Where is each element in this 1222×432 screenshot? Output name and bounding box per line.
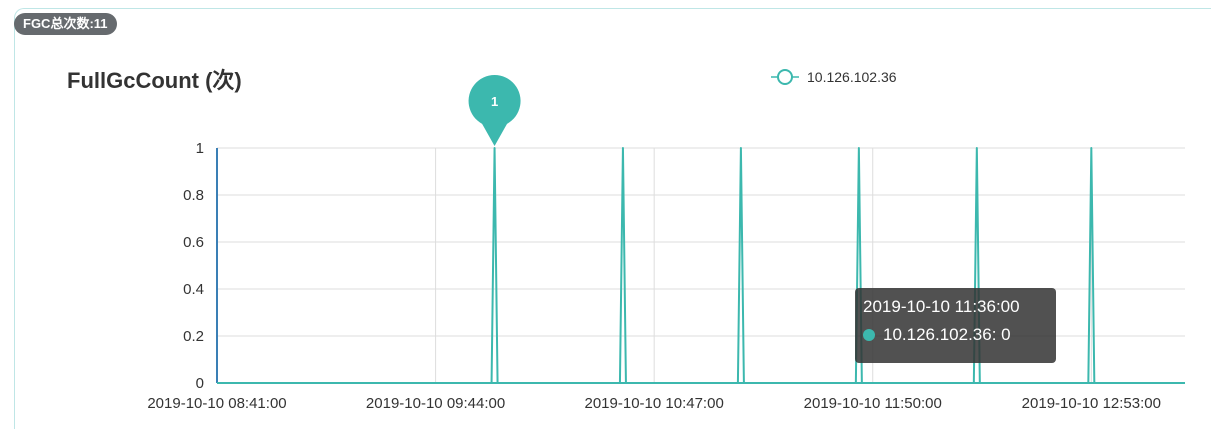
- pin-marker-icon: [468, 75, 521, 146]
- tooltip-series-dot-icon: [863, 329, 875, 341]
- y-axis-ticks: 0 0.2 0.4 0.6 0.8 1: [183, 140, 204, 392]
- chart-tooltip: 2019-10-10 11:36:00 10.126.102.36 : 0: [855, 288, 1056, 363]
- tooltip-series-name: 10.126.102.36: [883, 325, 992, 344]
- grid-layer: [217, 147, 1185, 383]
- x-tick-label: 2019-10-10 08:41:00: [147, 395, 286, 412]
- y-tick-label: 0.4: [183, 281, 204, 298]
- chart-title: FullGcCount (次): [67, 68, 242, 93]
- x-tick-label: 2019-10-10 11:50:00: [804, 395, 942, 412]
- y-tick-label: 0: [196, 375, 204, 392]
- pin-label: 1: [491, 94, 498, 109]
- y-tick-label: 0.8: [183, 187, 204, 204]
- legend-marker-icon: [777, 69, 793, 85]
- tooltip-time: 2019-10-10 11:36:00: [863, 297, 1020, 316]
- mark-point-pin[interactable]: 1: [468, 75, 521, 146]
- x-tick-label: 2019-10-10 10:47:00: [585, 395, 724, 412]
- series-spike[interactable]: [490, 147, 499, 384]
- tooltip-row: 10.126.102.36 : 0: [863, 325, 1048, 345]
- fgc-total-badge: FGC总次数:11: [14, 13, 117, 35]
- series-spike[interactable]: [1087, 147, 1096, 384]
- chart-panel: [14, 8, 1211, 429]
- series-spike[interactable]: [736, 147, 745, 384]
- series-spike[interactable]: [618, 147, 627, 384]
- y-tick-label: 1: [196, 140, 204, 157]
- x-axis-ticks: 2019-10-10 08:41:00 2019-10-10 09:44:00 20…: [147, 395, 1161, 412]
- y-tick-label: 0.6: [183, 234, 204, 251]
- legend-entry[interactable]: 10.126.102.36: [807, 69, 897, 85]
- x-tick-label: 2019-10-10 09:44:00: [366, 395, 505, 412]
- x-tick-label: 2019-10-10 12:53:00: [1022, 395, 1161, 412]
- y-tick-label: 0.2: [183, 328, 204, 345]
- tooltip-value: 0: [1001, 325, 1011, 344]
- tooltip-separator: :: [991, 325, 1002, 344]
- legend[interactable]: 10.126.102.36: [771, 69, 897, 85]
